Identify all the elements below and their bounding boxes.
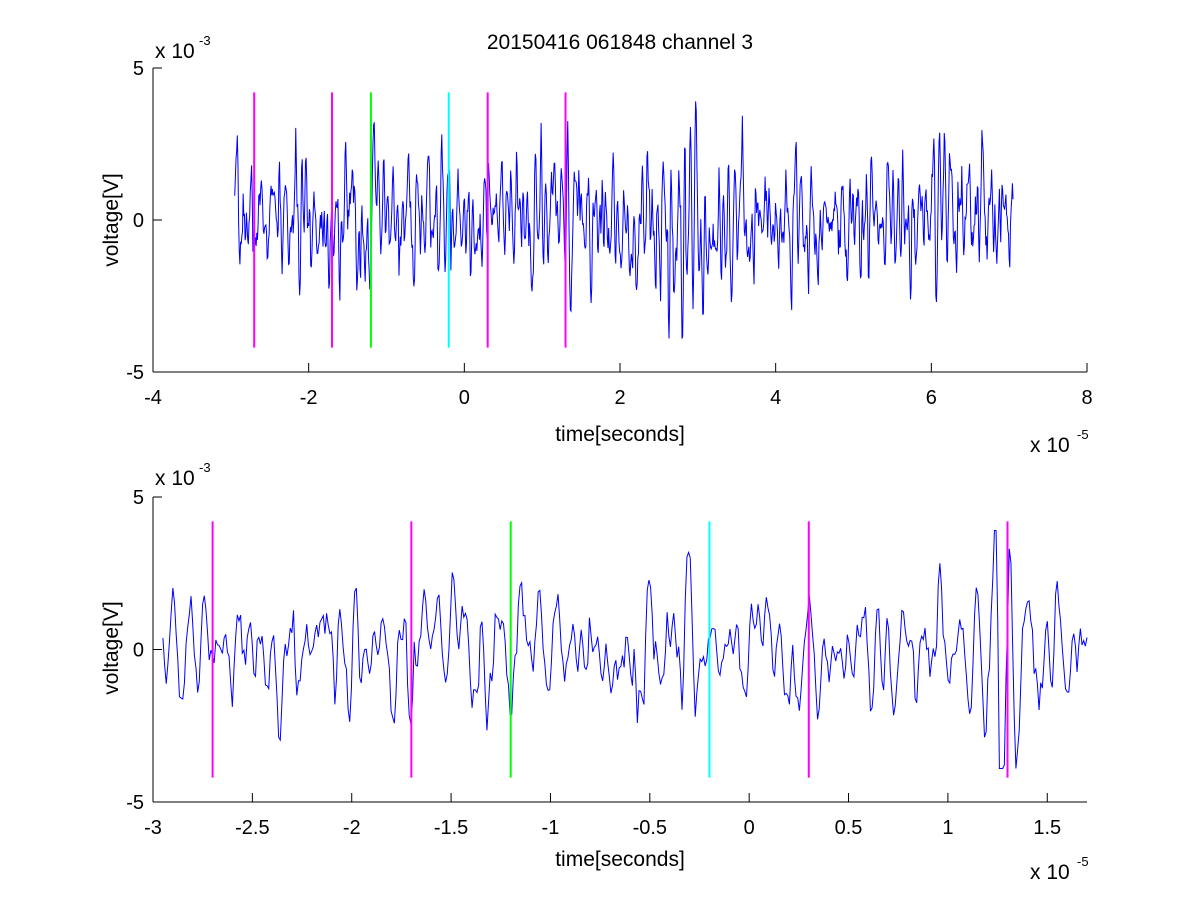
bottom-y-exponent: x 10 -3	[155, 460, 211, 490]
bottom-x-exponent-power: -5	[1077, 854, 1089, 869]
top-marker-layer	[253, 92, 567, 348]
bottom-y-tick-label: -5	[126, 792, 144, 814]
top-x-tick-label: 8	[1081, 387, 1092, 409]
bottom-x-axis-label: time[seconds]	[555, 848, 685, 871]
top-plot-panel: -4 -2 0 2 4 6 8 -5 0 5 time[seconds] voltage[V] x…	[100, 33, 1093, 457]
top-y-exponent-power: -3	[199, 33, 211, 48]
top-x-exponent-base: x 10	[1030, 434, 1070, 457]
top-y-axis-label: voltage[V]	[100, 173, 123, 266]
bottom-x-tick-label: 1	[942, 817, 953, 839]
bottom-x-tick-label: -3	[144, 817, 162, 839]
bottom-y-tick-label: 5	[133, 487, 144, 509]
bottom-x-tick-label: -1.5	[434, 817, 468, 839]
bottom-x-exponent-base: x 10	[1030, 861, 1070, 884]
top-x-tick-label: -4	[144, 387, 162, 409]
top-x-tick-label: 0	[459, 387, 470, 409]
bottom-plot-panel: -3 -2.5 -2 -1.5 -1 -0.5 0 0.5 1 1.5 -5 0 5 time[seco…	[100, 460, 1089, 884]
top-signal-line	[234, 101, 1014, 339]
top-y-tick-label: 5	[133, 58, 144, 80]
bottom-signal-layer	[162, 530, 1088, 769]
bottom-y-exponent-power: -3	[199, 460, 211, 475]
top-y-tick-label: -5	[126, 362, 144, 384]
top-x-exponent: x 10 -5	[1030, 427, 1089, 457]
bottom-y-tick-label: 0	[133, 640, 144, 662]
bottom-y-axis-label: voltage[V]	[100, 601, 123, 694]
bottom-signal-line	[162, 530, 1088, 769]
bottom-x-tick-label: 1.5	[1033, 817, 1061, 839]
top-x-exponent-power: -5	[1077, 427, 1089, 442]
bottom-x-exponent: x 10 -5	[1030, 854, 1089, 884]
figure-title: 20150416 061848 channel 3	[487, 31, 753, 54]
top-x-axis-label: time[seconds]	[555, 423, 685, 446]
top-y-exponent: x 10 -3	[155, 33, 211, 63]
top-x-tick-label: 6	[926, 387, 937, 409]
top-signal-layer	[234, 101, 1014, 339]
bottom-x-tick-label: 0	[744, 817, 755, 839]
bottom-x-tick-label: -0.5	[633, 817, 667, 839]
bottom-marker-layer	[211, 521, 1009, 778]
top-x-tick-label: 4	[770, 387, 781, 409]
bottom-axes: -3 -2.5 -2 -1.5 -1 -0.5 0 0.5 1 1.5 -5 0 5	[126, 487, 1087, 839]
bottom-y-exponent-base: x 10	[155, 467, 195, 490]
bottom-x-tick-label: 0.5	[835, 817, 863, 839]
top-y-tick-label: 0	[133, 210, 144, 232]
bottom-x-tick-label: -2	[343, 817, 361, 839]
top-axes: -4 -2 0 2 4 6 8 -5 0 5	[126, 58, 1092, 409]
top-y-exponent-base: x 10	[155, 40, 195, 63]
top-x-tick-label: 2	[614, 387, 625, 409]
bottom-x-tick-label: -1	[542, 817, 560, 839]
top-x-tick-label: -2	[300, 387, 318, 409]
bottom-x-tick-label: -2.5	[235, 817, 269, 839]
